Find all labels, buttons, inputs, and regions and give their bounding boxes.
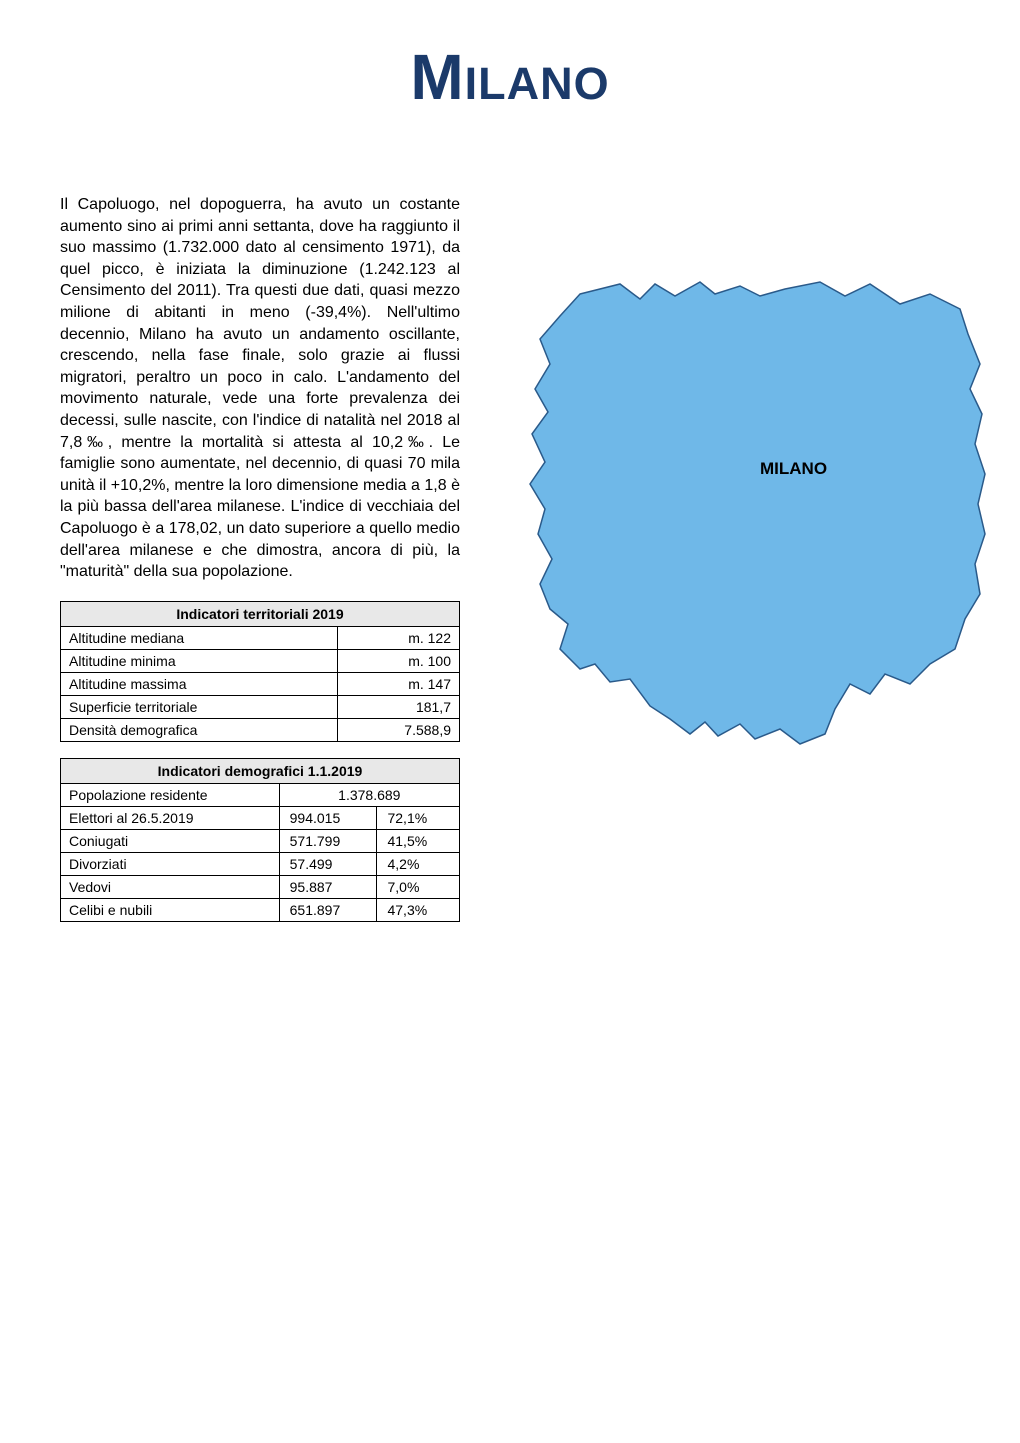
t2-label: Celibi e nubili [61, 898, 280, 921]
map-svg [490, 234, 990, 754]
t2-label: Elettori al 26.5.2019 [61, 806, 280, 829]
table-row: Vedovi 95.887 7,0% [61, 875, 460, 898]
table-row: Altitudine mediana m. 122 [61, 626, 460, 649]
map-shape [530, 282, 985, 744]
territorial-indicators-table: Indicatori territoriali 2019 Altitudine … [60, 601, 460, 742]
t2-v2: 4,2% [377, 852, 460, 875]
table1-header: Indicatori territoriali 2019 [61, 601, 460, 626]
table-row: Celibi e nubili 651.897 47,3% [61, 898, 460, 921]
t2-v2: 47,3% [377, 898, 460, 921]
table-row: Coniugati 571.799 41,5% [61, 829, 460, 852]
t2-v1: 651.897 [279, 898, 377, 921]
body-paragraph: Il Capoluogo, nel dopoguerra, ha avuto u… [60, 194, 460, 583]
t1-value: 181,7 [338, 695, 460, 718]
t1-value: m. 122 [338, 626, 460, 649]
table2-header: Indicatori demografici 1.1.2019 [61, 758, 460, 783]
right-column: MILANO [490, 194, 990, 938]
table-row: Altitudine massima m. 147 [61, 672, 460, 695]
content-row: Il Capoluogo, nel dopoguerra, ha avuto u… [60, 194, 960, 938]
t2-v1: 57.499 [279, 852, 377, 875]
t1-label: Densità demografica [61, 718, 338, 741]
t1-value: 7.588,9 [338, 718, 460, 741]
t2-label: Coniugati [61, 829, 280, 852]
t2-v2: 7,0% [377, 875, 460, 898]
t2-label: Divorziati [61, 852, 280, 875]
table-row: Superficie territoriale 181,7 [61, 695, 460, 718]
t2-v2: 41,5% [377, 829, 460, 852]
table-row: Densità demografica 7.588,9 [61, 718, 460, 741]
t2-v1: 95.887 [279, 875, 377, 898]
t2-v2: 72,1% [377, 806, 460, 829]
table-row: Elettori al 26.5.2019 994.015 72,1% [61, 806, 460, 829]
t2-v1: 1.378.689 [279, 783, 459, 806]
t2-label: Vedovi [61, 875, 280, 898]
t2-v1: 571.799 [279, 829, 377, 852]
t1-label: Superficie territoriale [61, 695, 338, 718]
table-row: Popolazione residente 1.378.689 [61, 783, 460, 806]
t1-value: m. 100 [338, 649, 460, 672]
table-row: Divorziati 57.499 4,2% [61, 852, 460, 875]
t1-label: Altitudine minima [61, 649, 338, 672]
page-title: Milano [60, 40, 960, 114]
table-row: Altitudine minima m. 100 [61, 649, 460, 672]
t1-label: Altitudine mediana [61, 626, 338, 649]
map-container: MILANO [490, 234, 990, 754]
map-label: MILANO [760, 459, 827, 479]
t1-label: Altitudine massima [61, 672, 338, 695]
t2-v1: 994.015 [279, 806, 377, 829]
t2-label: Popolazione residente [61, 783, 280, 806]
t1-value: m. 147 [338, 672, 460, 695]
demographic-indicators-table: Indicatori demografici 1.1.2019 Popolazi… [60, 758, 460, 922]
left-column: Il Capoluogo, nel dopoguerra, ha avuto u… [60, 194, 460, 938]
